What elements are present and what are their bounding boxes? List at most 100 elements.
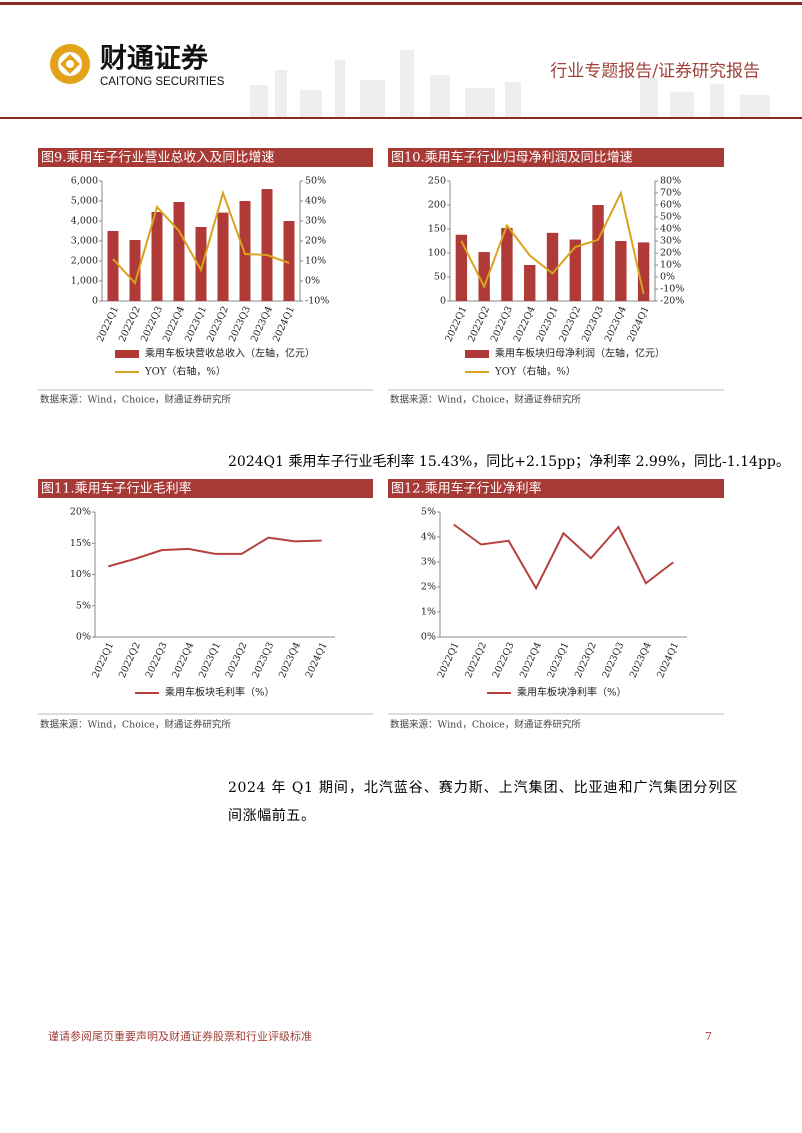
y2-tick-label: 60% xyxy=(660,200,681,211)
y2-tick-label: 20% xyxy=(660,248,681,259)
bar xyxy=(592,205,604,301)
y-tick-label: 6,000 xyxy=(71,176,98,187)
y-tick-label: 3% xyxy=(421,557,436,568)
x-tick-label: 2022Q4 xyxy=(512,305,538,344)
line xyxy=(453,523,674,591)
y2-tick-label: 70% xyxy=(660,188,681,199)
y-tick-label: 1,000 xyxy=(71,276,98,287)
y-tick-label: 5% xyxy=(421,507,436,518)
y-tick-label: 3,000 xyxy=(71,236,98,247)
x-tick-label: 2023Q4 xyxy=(277,641,303,680)
bar xyxy=(501,228,513,301)
y2-tick-label: 40% xyxy=(660,224,681,235)
legend-label: 乘用车板块归母净利润（左轴，亿元） xyxy=(495,347,665,360)
brand: 财通证券 xyxy=(100,43,209,75)
figure-title-bar xyxy=(38,479,373,498)
y-tick-label: 1% xyxy=(421,607,436,618)
x-tick-label: 2022Q3 xyxy=(489,305,515,344)
footer-disclaimer: 谨请参阅尾页重要声明及财通证券股票和行业评级标准 xyxy=(48,1029,312,1043)
x-tick-label: 2023Q4 xyxy=(603,305,629,344)
x-tick-label: 2022Q2 xyxy=(466,305,492,344)
y-tick-label: 4,000 xyxy=(71,216,98,227)
bar xyxy=(195,227,207,301)
y-tick-label: 0 xyxy=(92,296,98,307)
bar xyxy=(173,202,185,301)
y-tick-label: 50 xyxy=(434,272,446,283)
x-tick-label: 2022Q2 xyxy=(117,641,143,680)
y-tick-label: 0% xyxy=(421,632,436,643)
figure-title: 图12.乘用车子行业净利率 xyxy=(391,481,542,497)
y-tick-label: 0% xyxy=(76,632,91,643)
source: 数据来源：Wind，Choice，财通证券研究所 xyxy=(40,394,231,406)
logo-icon xyxy=(50,44,90,84)
line xyxy=(108,536,322,568)
y2-tick-label: 30% xyxy=(305,216,326,227)
bar xyxy=(478,252,490,301)
line xyxy=(460,190,645,295)
y2-tick-label: 80% xyxy=(660,176,681,187)
y2-tick-label: 40% xyxy=(305,196,326,207)
bar xyxy=(239,201,251,301)
y-tick-label: 15% xyxy=(70,538,91,549)
y-tick-label: 5% xyxy=(76,600,91,611)
skyline xyxy=(250,50,770,117)
brand-en: CAITONG SECURITIES xyxy=(100,76,225,88)
y2-tick-label: 10% xyxy=(660,260,681,271)
bar xyxy=(283,221,295,301)
x-tick-label: 2022Q3 xyxy=(144,641,170,680)
x-tick-label: 2022Q2 xyxy=(463,641,489,680)
y2-tick-label: -20% xyxy=(660,296,684,307)
legend-label: 乘用车板块净利率（%） xyxy=(517,686,627,699)
figure-title-bar xyxy=(388,148,724,167)
y2-tick-label: 50% xyxy=(305,176,326,187)
figure-title-bar xyxy=(388,479,724,498)
x-tick-label: 2023Q3 xyxy=(600,641,626,680)
x-tick-label: 2023Q3 xyxy=(250,641,276,680)
y2-tick-label: 0% xyxy=(305,276,320,287)
legend-swatch xyxy=(115,350,139,358)
x-tick-label: 2023Q2 xyxy=(224,641,250,680)
figure-title: 图10.乘用车子行业归母净利润及同比增速 xyxy=(391,150,633,166)
figure-title: 图9.乘用车子行业营业总收入及同比增速 xyxy=(41,150,274,166)
legend-label: YOY（右轴，%） xyxy=(494,365,576,378)
bar xyxy=(261,189,273,301)
x-tick-label: 2022Q1 xyxy=(90,641,116,680)
page-number: 7 xyxy=(705,1030,712,1043)
x-tick-label: 2024Q1 xyxy=(626,305,652,344)
y2-tick-label: -10% xyxy=(305,296,329,307)
x-tick-label: 2023Q1 xyxy=(534,305,560,344)
header-rule xyxy=(0,117,802,119)
y-tick-label: 4% xyxy=(421,532,436,543)
x-tick-label: 2023Q4 xyxy=(628,641,654,680)
y2-tick-label: 20% xyxy=(305,236,326,247)
legend-swatch xyxy=(465,350,489,358)
y-tick-label: 100 xyxy=(428,248,446,259)
legend-label: 乘用车板块营收总收入（左轴，亿元） xyxy=(145,347,315,360)
y-tick-label: 0 xyxy=(440,296,446,307)
bar xyxy=(637,242,650,301)
y-tick-label: 2,000 xyxy=(71,256,98,267)
x-tick-label: 2022Q4 xyxy=(170,641,196,680)
y-tick-label: 20% xyxy=(70,507,91,518)
paragraph: 2024 年 Q1 期间，北汽蓝谷、赛力斯、上汽集团、比亚迪和广汽集团分列区间涨… xyxy=(228,780,738,824)
bar xyxy=(107,231,119,301)
y-tick-label: 2% xyxy=(421,582,436,593)
report-type: 行业专题报告/证券研究报告 xyxy=(550,62,760,82)
legend-label: YOY（右轴，%） xyxy=(144,365,226,378)
bar xyxy=(569,239,581,301)
bar xyxy=(524,265,536,301)
x-tick-label: 2022Q1 xyxy=(436,641,462,680)
paragraph: 2024Q1 乘用车子行业毛利率 15.43%，同比+2.15pp；净利率 2.… xyxy=(228,454,790,470)
top-rule xyxy=(0,2,802,5)
x-tick-label: 2023Q1 xyxy=(197,641,223,680)
x-tick-label: 2024Q1 xyxy=(655,641,681,680)
legend-label: 乘用车板块毛利率（%） xyxy=(165,686,275,699)
x-tick-label: 2022Q4 xyxy=(518,641,544,680)
bar xyxy=(615,241,627,301)
y-tick-label: 200 xyxy=(428,200,446,211)
x-tick-label: 2023Q2 xyxy=(573,641,599,680)
x-tick-label: 2023Q3 xyxy=(580,305,606,344)
y2-tick-label: 30% xyxy=(660,236,681,247)
y2-tick-label: 10% xyxy=(305,256,326,267)
